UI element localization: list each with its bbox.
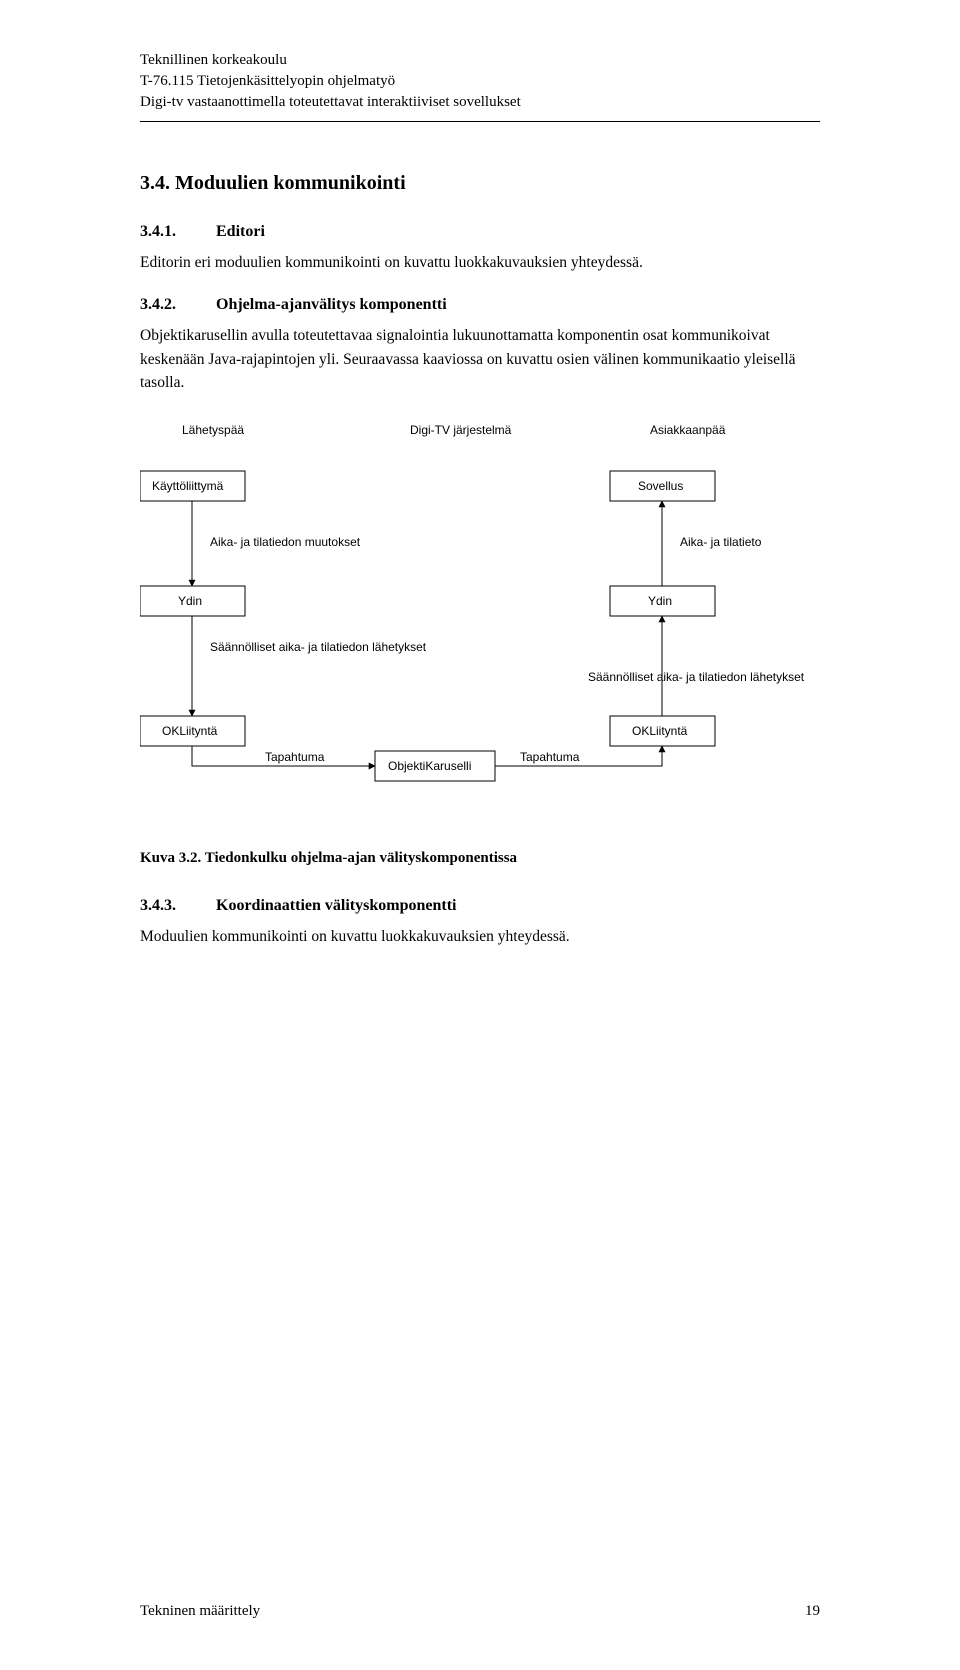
header-line-2: T-76.115 Tietojenkäsittelyopin ohjelmaty… <box>140 71 820 92</box>
node-objektikaruselli-label: ObjektiKaruselli <box>388 759 471 773</box>
header-line-1: Teknillinen korkeakoulu <box>140 50 820 71</box>
label-saannolliset-right: Säännölliset aika- ja tilatiedon lähetyk… <box>588 670 805 684</box>
figure-caption: Kuva 3.2. Tiedonkulku ohjelma-ajan välit… <box>140 850 820 867</box>
label-aika-tilatieto: Aika- ja tilatieto <box>680 535 762 549</box>
subsection-2-number: 3.4.2. <box>140 296 176 314</box>
subsection-3-body: Moduulien kommunikointi on kuvattu luokk… <box>140 925 820 948</box>
subsection-1-body: Editorin eri moduulien kommunikointi on … <box>140 251 820 274</box>
column-digitv: Digi-TV järjestelmä <box>410 423 512 437</box>
subsection-3-heading: 3.4.3. Koordinaattien välityskomponentti <box>140 897 820 915</box>
subsection-2-body: Objektikarusellin avulla toteutettavaa s… <box>140 324 820 394</box>
section-number: 3.4. <box>140 172 170 194</box>
page-header: Teknillinen korkeakoulu T-76.115 Tietoje… <box>140 50 820 113</box>
header-rule <box>140 121 820 122</box>
header-line-3: Digi-tv vastaanottimella toteutettavat i… <box>140 92 820 113</box>
label-tapahtuma-right: Tapahtuma <box>520 750 580 764</box>
page-footer: Tekninen määrittely 19 <box>140 1603 820 1620</box>
node-okliitynta-right-label: OKLiityntä <box>632 724 688 738</box>
subsection-1-heading: 3.4.1. Editori <box>140 223 820 241</box>
subsection-1-number: 3.4.1. <box>140 223 176 241</box>
footer-title: Tekninen määrittely <box>140 1603 260 1620</box>
subsection-3-title: Koordinaattien välityskomponentti <box>216 897 820 915</box>
subsection-2-title: Ohjelma-ajanvälitys komponentti <box>216 296 820 314</box>
flow-diagram: Lähetyspää Digi-TV järjestelmä Asiakkaan… <box>140 416 820 826</box>
node-okliitynta-left-label: OKLiityntä <box>162 724 218 738</box>
node-ydin-left-label: Ydin <box>178 594 202 608</box>
subsection-1-title: Editori <box>216 223 820 241</box>
node-ydin-right-label: Ydin <box>648 594 672 608</box>
figure-3-2: Lähetyspää Digi-TV järjestelmä Asiakkaan… <box>140 416 820 826</box>
footer-page-number: 19 <box>805 1603 820 1620</box>
section-heading: 3.4. Moduulien kommunikointi <box>140 172 820 195</box>
node-sovellus-label: Sovellus <box>638 479 683 493</box>
section-title: Moduulien kommunikointi <box>175 172 406 194</box>
subsection-2-heading: 3.4.2. Ohjelma-ajanvälitys komponentti <box>140 296 820 314</box>
label-aika-muutokset: Aika- ja tilatiedon muutokset <box>210 535 361 549</box>
node-kayttoliittyma-label: Käyttöliittymä <box>152 479 224 493</box>
label-saannolliset-left: Säännölliset aika- ja tilatiedon lähetyk… <box>210 640 427 654</box>
label-tapahtuma-left: Tapahtuma <box>265 750 325 764</box>
column-asiakkaanpaa: Asiakkaanpää <box>650 423 726 437</box>
column-lahetyspaa: Lähetyspää <box>182 423 244 437</box>
subsection-3-number: 3.4.3. <box>140 897 176 915</box>
